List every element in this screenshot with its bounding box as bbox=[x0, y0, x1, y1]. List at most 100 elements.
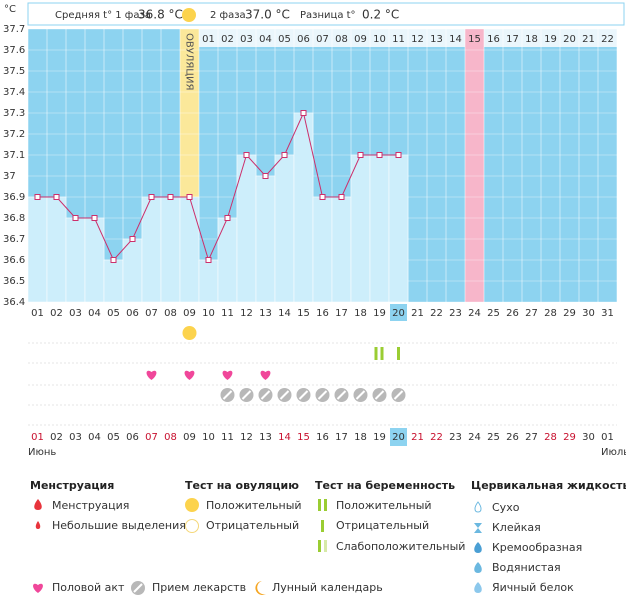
y-tick-label: 37.6 bbox=[3, 45, 25, 56]
x-tick-label: 26 bbox=[506, 308, 519, 319]
temp-bar bbox=[312, 196, 333, 303]
x-tick-label: 31 bbox=[601, 308, 614, 319]
date-label: 27 bbox=[525, 432, 538, 443]
temp-bar bbox=[255, 175, 276, 303]
date-label: 06 bbox=[126, 432, 139, 443]
cycle-day-label: 15 bbox=[468, 34, 481, 45]
legend-item: Отрицательный bbox=[206, 519, 299, 532]
highlight-column bbox=[465, 29, 484, 302]
date-label: 17 bbox=[335, 432, 348, 443]
legend: Менструация Менструация Небольшие выделе… bbox=[30, 479, 626, 595]
temp-bar bbox=[217, 217, 238, 303]
header-box bbox=[27, 2, 625, 26]
y-tick-label: 37.4 bbox=[3, 87, 25, 98]
diff-label: Разница t° bbox=[300, 10, 356, 21]
legend-item: Положительный bbox=[206, 499, 302, 512]
y-tick-label: 36.9 bbox=[3, 192, 25, 203]
y-tick-label: 36.7 bbox=[3, 234, 25, 245]
pill-line bbox=[260, 390, 271, 400]
heart-icon bbox=[33, 583, 43, 593]
pill-line bbox=[279, 390, 290, 400]
temp-point bbox=[281, 152, 288, 158]
pill-line bbox=[317, 390, 328, 400]
temp-point bbox=[300, 110, 307, 116]
y-tick-label: 37.5 bbox=[3, 66, 25, 77]
diff-value: 0.2 °C bbox=[362, 8, 399, 22]
temp-point bbox=[357, 152, 364, 158]
x-tick-label: 11 bbox=[221, 308, 234, 319]
temp-bar bbox=[84, 217, 105, 303]
date-label: 03 bbox=[69, 432, 82, 443]
x-tick-label: 12 bbox=[240, 308, 253, 319]
cycle-day-label: 01 bbox=[202, 34, 215, 45]
test-bar bbox=[321, 520, 324, 532]
temp-bar bbox=[179, 196, 200, 303]
cycle-day-label: 06 bbox=[297, 34, 310, 45]
ovulation-test bbox=[182, 326, 197, 340]
date-label: 19 bbox=[373, 432, 386, 443]
temp-point bbox=[205, 257, 212, 263]
cycle-day-label: 19 bbox=[544, 34, 557, 45]
date-label: 25 bbox=[487, 432, 500, 443]
x-tick-label: 20 bbox=[392, 308, 405, 319]
unit-label: °C bbox=[4, 4, 16, 15]
today-box bbox=[390, 428, 407, 446]
x-tick-label: 14 bbox=[278, 308, 291, 319]
temp-bar bbox=[160, 196, 181, 303]
cycle-day-label: 09 bbox=[354, 34, 367, 45]
y-tick-label: 37.3 bbox=[3, 108, 25, 119]
temp-point bbox=[395, 152, 402, 158]
temp-point bbox=[376, 152, 383, 158]
x-tick-label: 21 bbox=[411, 308, 424, 319]
cycle-day-label: 10 bbox=[373, 34, 386, 45]
temp-point bbox=[319, 194, 326, 200]
x-tick-label: 25 bbox=[487, 308, 500, 319]
temp-point bbox=[243, 152, 250, 158]
date-label: 01 bbox=[601, 432, 614, 443]
date-label: 15 bbox=[297, 432, 310, 443]
temp-bar bbox=[103, 259, 124, 303]
legend-item: Половой акт bbox=[52, 581, 125, 594]
pregnancy-test bbox=[380, 347, 384, 360]
pill-line bbox=[336, 390, 347, 400]
ovulation-label: ОВУЛЯЦИЯ bbox=[184, 33, 195, 91]
fluid-icon bbox=[474, 523, 482, 533]
sex-heart bbox=[146, 370, 157, 380]
pill-line bbox=[355, 390, 366, 400]
legend-item: Сухо bbox=[492, 501, 520, 514]
date-label: 18 bbox=[354, 432, 367, 443]
fluid-icon bbox=[474, 501, 482, 513]
cycle-day-label: 17 bbox=[506, 34, 519, 45]
test-bar bbox=[318, 540, 321, 552]
pregnancy-test bbox=[374, 347, 378, 360]
x-tick-label: 30 bbox=[582, 308, 595, 319]
sun-icon bbox=[185, 498, 199, 512]
legend-title: Тест на беременность bbox=[315, 479, 455, 492]
temp-bar bbox=[388, 154, 409, 303]
drop-icon bbox=[35, 521, 41, 529]
y-tick-label: 37 bbox=[3, 171, 16, 182]
temp-point bbox=[91, 215, 98, 221]
cycle-day-label: 14 bbox=[449, 34, 462, 45]
legend-item: Отрицательный bbox=[336, 519, 429, 532]
x-tick-label: 27 bbox=[525, 308, 538, 319]
date-label: 14 bbox=[278, 432, 291, 443]
cycle-day-label: 08 bbox=[335, 34, 348, 45]
cycle-day-label: 16 bbox=[487, 34, 500, 45]
x-tick-label: 22 bbox=[430, 308, 443, 319]
x-tick-label: 10 bbox=[202, 308, 215, 319]
date-label: 01 bbox=[31, 432, 44, 443]
month-start: Июнь bbox=[28, 447, 56, 458]
temp-line bbox=[37, 111, 399, 262]
fluid-icon bbox=[474, 562, 482, 573]
cycle-day-label: 18 bbox=[525, 34, 538, 45]
temp-point bbox=[224, 215, 231, 221]
temp-bar bbox=[46, 196, 67, 303]
x-tick-label: 29 bbox=[563, 308, 576, 319]
temp-bar bbox=[350, 154, 371, 303]
drop-icon bbox=[34, 499, 42, 510]
x-tick-label: 09 bbox=[183, 308, 196, 319]
temp-bar bbox=[274, 154, 295, 303]
legend-title: Тест на овуляцию bbox=[185, 479, 299, 492]
legend-item: Небольшие выделения bbox=[52, 519, 186, 532]
